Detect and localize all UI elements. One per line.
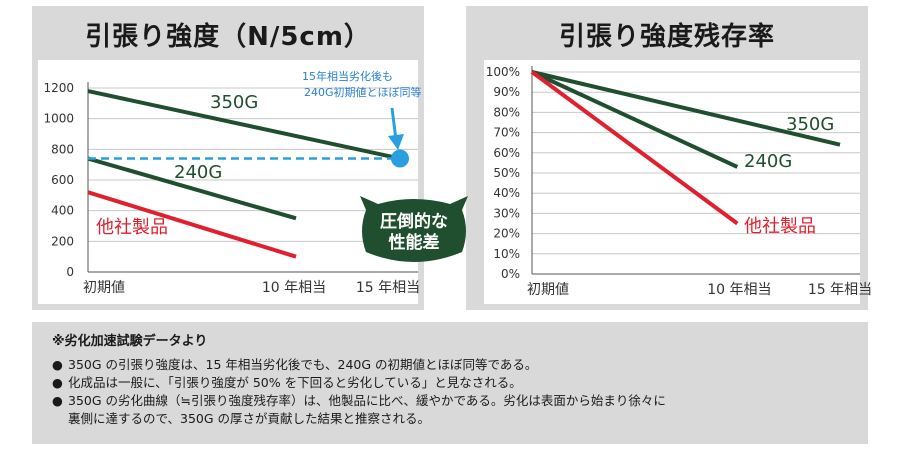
note-text-2: 化成品は一般に、「引張り強度が 50% を下回ると劣化している」と見なされる。 (68, 375, 522, 390)
left-series-2-line (87, 190, 297, 259)
bullet: ● (52, 375, 63, 390)
left-series-label: 他社製品 (96, 217, 168, 238)
right-series-2-line (530, 70, 739, 226)
performance-badge (360, 196, 468, 262)
right-y-tick-label: 10% (493, 247, 520, 261)
annotation-line-2: 240G初期値とほぼ同等 (304, 86, 422, 99)
annotation-arrow-head (388, 134, 404, 150)
annotation-arrow-shaft (390, 107, 398, 141)
note-heading: ※劣化加速試験データより (52, 334, 208, 349)
right-plot-area (484, 60, 860, 304)
left-series-1-line (87, 156, 297, 221)
right-chart-title: 引張り強度残存率 (558, 22, 775, 52)
left-x-tick-label: 初期値 (83, 279, 125, 296)
right-y-tick-label: 20% (493, 227, 520, 241)
badge-line-1: 圧倒的な (380, 212, 448, 232)
left-y-tick-label: 200 (51, 234, 74, 248)
right-y-tick-label: 100% (486, 65, 520, 79)
note-item-3-cont: 裏側に達するので、350G の厚さが貢献した結果と推察される。 (68, 411, 431, 426)
right-x-tick-label: 10 年相当 (707, 282, 771, 298)
right-y-tick-label: 70% (493, 126, 520, 140)
annotation-line-1: 15年相当劣化後も (302, 70, 393, 83)
left-series-0-line (87, 89, 401, 161)
note-item-1: ● 350G の引張り強度は、15 年相当劣化後でも、240G の初期値とほぼ同等… (52, 356, 537, 374)
badge-line-2: 性能差 (388, 233, 440, 253)
left-plot-area (38, 60, 418, 304)
note-text-1: 350G の引張り強度は、15 年相当劣化後でも、240G の初期値とほぼ同等で… (68, 357, 538, 372)
right-x-tick-label: 初期値 (527, 281, 569, 298)
left-x-tick-label: 15 年相当 (356, 280, 420, 296)
right-y-tick-label: 60% (493, 146, 520, 160)
right-y-tick-label: 90% (493, 85, 520, 99)
left-y-tick-label: 1000 (43, 112, 74, 126)
bullet: ● (52, 393, 63, 408)
left-y-tick-label: 400 (51, 204, 74, 218)
left-x-tick-label: 10 年相当 (262, 280, 326, 296)
note-text-3: 350G の劣化曲線（≒引張り強度残存率）は、他製品に比べ、緩やかである。劣化は… (68, 393, 666, 408)
right-series-0-line (531, 70, 841, 147)
left-series-label: 350G (210, 92, 258, 113)
left-chart-title: 引張り強度（N/5cm） (85, 22, 371, 52)
right-y-tick-label: 80% (493, 105, 520, 119)
left-y-tick-label: 0 (66, 265, 74, 279)
badge-text: 圧倒的な 性能差 (362, 212, 466, 254)
left-y-tick-label: 800 (51, 142, 74, 156)
right-y-tick-label: 40% (493, 186, 520, 200)
right-series-label: 350G (786, 114, 834, 135)
left-y-tick-label: 1200 (43, 81, 74, 95)
left-y-tick-label: 600 (51, 173, 74, 187)
right-series-label: 240G (744, 151, 792, 172)
right-x-tick-label: 15 年相当 (808, 282, 872, 298)
note-item-3: ● 350G の劣化曲線（≒引張り強度残存率）は、他製品に比べ、緩やかである。劣化… (52, 392, 666, 410)
left-series-label: 240G (174, 162, 222, 183)
note-item-2: ● 化成品は一般に、「引張り強度が 50% を下回ると劣化している」と見なされる。 (52, 374, 522, 392)
right-series-1-line (531, 70, 739, 169)
right-y-tick-label: 0% (501, 267, 520, 281)
right-y-tick-label: 30% (493, 206, 520, 220)
right-series-label: 他社製品 (744, 216, 816, 237)
right-y-tick-label: 50% (493, 166, 520, 180)
reference-point-marker (391, 149, 409, 168)
bullet: ● (52, 357, 63, 372)
note-box: ※劣化加速試験データより ● 350G の引張り強度は、15 年相当劣化後でも、2… (32, 322, 868, 444)
